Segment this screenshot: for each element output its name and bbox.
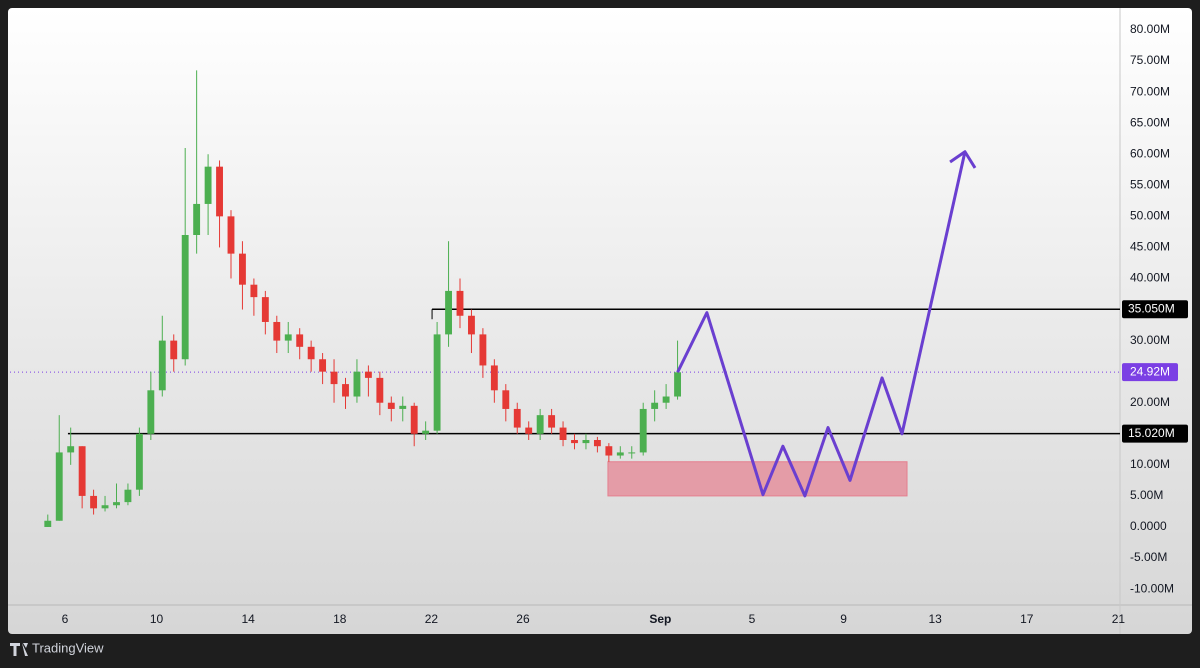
- logo: [10, 643, 28, 656]
- candle-body: [261, 297, 269, 322]
- y-tick-label: 20.00M: [1130, 395, 1170, 409]
- x-tick-label: 18: [333, 612, 347, 626]
- candle-body: [101, 505, 109, 509]
- candle-body: [605, 446, 613, 456]
- candle-body: [90, 495, 98, 509]
- level-label-bg: [1122, 300, 1188, 319]
- candle-body: [376, 377, 384, 403]
- candle-body: [319, 359, 327, 372]
- candle-body: [170, 340, 178, 360]
- candle-body: [445, 290, 452, 335]
- y-tick-label: 60.00M: [1130, 146, 1170, 160]
- y-tick-label: 80.00M: [1130, 22, 1170, 36]
- y-tick-label: 45.00M: [1130, 240, 1170, 254]
- candle-body: [479, 334, 487, 366]
- y-tick-label: 50.00M: [1130, 209, 1170, 223]
- candle-body: [239, 253, 246, 285]
- candle-body: [78, 446, 86, 496]
- y-tick-label: 65.00M: [1130, 115, 1170, 129]
- y-tick-label: 55.00M: [1130, 177, 1170, 191]
- y-tick-label: 30.00M: [1130, 333, 1170, 347]
- x-tick-label: 13: [929, 612, 943, 626]
- candle-body: [490, 365, 498, 391]
- candle-body: [410, 405, 418, 434]
- x-tick-label: 22: [425, 612, 439, 626]
- candle-body: [571, 440, 578, 444]
- x-tick-label: 6: [62, 612, 69, 626]
- candle-body: [342, 384, 349, 397]
- x-tick-label: Sep: [649, 612, 671, 626]
- candle-body: [135, 433, 143, 490]
- projection-path: [676, 151, 967, 498]
- y-tick-label: 0.0000: [1130, 519, 1167, 533]
- level-label: 15.020M: [1128, 426, 1175, 440]
- candle-body: [44, 520, 52, 527]
- candle-body: [639, 408, 647, 453]
- candle-body: [662, 396, 670, 403]
- x-tick-label: 14: [241, 612, 255, 626]
- candle-body: [468, 315, 475, 335]
- candle-body: [674, 372, 681, 397]
- candle-body: [502, 390, 510, 409]
- candle-body: [433, 334, 441, 431]
- candle-body: [204, 166, 212, 204]
- candle-body: [456, 290, 464, 316]
- candle-body: [536, 415, 544, 434]
- candle-body: [399, 405, 407, 409]
- candle-body: [181, 234, 189, 360]
- y-tick-label: 10.00M: [1130, 457, 1170, 471]
- candle-body: [124, 489, 132, 503]
- x-tick-label: 9: [840, 612, 847, 626]
- candle-body: [330, 371, 338, 385]
- candle-body: [628, 452, 636, 454]
- x-tick-label: 17: [1020, 612, 1034, 626]
- candle-body: [113, 502, 120, 506]
- candle-body: [216, 166, 223, 217]
- candle-body: [273, 321, 281, 341]
- candle-body: [193, 203, 201, 235]
- price-label: 24.92M: [1130, 364, 1170, 378]
- candle-body: [548, 415, 556, 428]
- level-label: 35.050M: [1128, 301, 1175, 315]
- y-tick-label: 40.00M: [1130, 271, 1170, 285]
- candle-body: [307, 346, 315, 360]
- candle-body: [422, 430, 430, 434]
- x-tick-label: 21: [1112, 612, 1126, 626]
- candle-body: [616, 452, 624, 456]
- y-tick-label: -5.00M: [1130, 550, 1167, 564]
- candle-body: [559, 427, 567, 441]
- candle-body: [296, 334, 304, 347]
- candle-body: [147, 390, 155, 434]
- x-tick-label: 26: [516, 612, 530, 626]
- y-tick-label: 75.00M: [1130, 53, 1170, 67]
- candle-body: [227, 216, 235, 254]
- projection-arrowhead: [949, 150, 977, 169]
- x-tick-label: 10: [150, 612, 164, 626]
- candle-body: [158, 340, 166, 391]
- y-tick-label: 70.00M: [1130, 84, 1170, 98]
- candle-body: [364, 371, 372, 378]
- y-tick-label: 5.00M: [1130, 488, 1163, 502]
- candle-body: [353, 371, 361, 397]
- candle-body: [55, 452, 63, 521]
- candle-body: [250, 284, 258, 298]
- y-tick-label: -10.00M: [1130, 581, 1174, 595]
- watermark: TradingView: [32, 640, 104, 655]
- x-tick-label: 5: [749, 612, 756, 626]
- candle-body: [284, 334, 292, 341]
- price-label-bg: [1122, 363, 1178, 382]
- candle-body: [651, 402, 659, 409]
- level-label-bg: [1122, 424, 1188, 443]
- candle-body: [513, 408, 521, 428]
- candle-body: [387, 402, 395, 409]
- candle-body: [67, 446, 75, 453]
- candle-body: [582, 440, 590, 444]
- candle-body: [525, 427, 533, 434]
- candle-body: [593, 440, 601, 447]
